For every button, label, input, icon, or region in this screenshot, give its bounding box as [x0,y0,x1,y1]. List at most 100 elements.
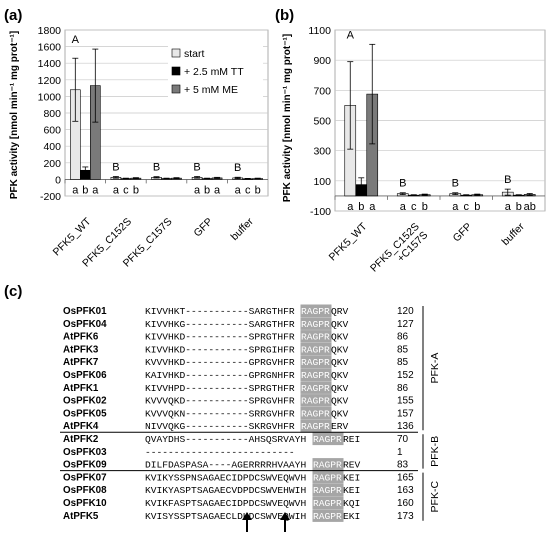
group-letter: B [112,161,119,173]
significance-letter: ab [524,201,536,213]
group-letter: B [399,178,406,190]
sequence-name: OsPFK10 [63,498,107,509]
sequence-tail: KEI [343,485,360,496]
motif-highlight [300,381,332,394]
motif-residues: RAGPR [301,383,330,394]
y-tick-label: 1000 [38,91,62,103]
significance-letter: a [505,201,512,213]
sequence-name: AtPFK7 [63,357,99,368]
sequence-residues: KIVVHKD-----------SPRGTHFR [145,332,295,343]
sequence-residues: KIVVHKT-----------SARGTHFR [145,306,295,317]
category-label: buffer [500,220,528,248]
y-tick-label: 200 [43,158,61,170]
group-label: PFK-C [429,481,441,513]
legend-swatch [171,48,181,58]
chart-b-ylabel: PFK activity [nmol min⁻¹ mg prot⁻¹] [282,34,293,202]
sequence-name: OsPFK05 [63,408,107,419]
category-label: GFP [191,216,215,240]
y-tick-label: 500 [313,116,331,128]
sequence-name: OsPFK02 [63,396,107,407]
y-tick-label: 100 [313,176,331,188]
sequence-name: AtPFK6 [63,332,99,343]
sequence-name: OsPFK01 [63,306,107,317]
sequence-name: OsPFK04 [63,319,107,330]
category-label-line: GFP [451,221,475,245]
group-letter: B [193,161,200,173]
motif-residues: RAGPR [301,357,330,368]
significance-letter: a [194,184,201,196]
sequence-length: 165 [397,472,414,483]
y-tick-label: 900 [313,55,331,67]
sequence-residues: NIVVQKG-----------SKRGVHFR [145,421,295,432]
panel-label-b: (b) [275,7,294,24]
sequence-residues: KVIKYASPTSAGAECVDPDCSWVEHWIH [145,485,306,496]
category-label-line: PFK5_WT [327,220,370,263]
sequence-residues: KVISYSSPTSAGAECLDHDCSWVEQWIH [145,511,306,522]
sequence-residues: KIVVHKG-----------SARGTHFR [145,319,295,330]
sequence-length: 152 [397,370,414,381]
y-tick-label: 800 [43,108,61,120]
y-tick-label: 300 [313,146,331,158]
sequence-name: AtPFK2 [63,434,99,445]
sequence-tail: QKV [331,370,349,381]
sequence-residues: KVIKFASPTSAGAECIDPDCSWVEQWVH [145,498,306,509]
motif-residues: RAGPR [301,319,330,330]
sequence-length: 160 [397,498,414,509]
category-label: PFK5_WT [327,220,370,263]
sequence-name: OsPFK03 [63,447,107,458]
sequence-length: 1 [397,447,403,458]
motif-residues: RAGPR [313,460,342,471]
legend-box [168,45,263,101]
sequence-residues: KIVVHKD-----------SPRGIHFR [145,344,295,355]
sequence-name: AtPFK4 [63,421,99,432]
sequence-tail: QKV [331,357,349,368]
motif-residues: RAGPR [313,472,342,483]
category-label: buffer [228,215,256,243]
motif-highlight [300,419,332,433]
significance-letter: a [369,201,376,213]
group-letter: B [452,178,459,190]
significance-letter: b [255,184,261,196]
motif-residues: RAGPR [313,498,342,509]
motif-highlight [300,355,332,369]
sequence-name: OsPFK09 [63,460,107,471]
sequence-residues: KVVVQKD-----------SPRGVHFR [145,396,295,407]
y-tick-label: 1800 [38,25,62,37]
motif-highlight [300,342,332,356]
significance-letter: a [400,201,407,213]
y-tick-label: 1600 [38,42,62,54]
sequence-residues: KVVVQKN-----------SRRGVHFR [145,408,295,419]
sequence-tail: REI [343,434,360,445]
motif-highlight [300,304,332,318]
category-label-line: GFP [191,216,215,240]
significance-letter: b [516,201,522,213]
sequence-length: 85 [397,344,409,355]
significance-letter: b [422,201,428,213]
sequence-name: OsPFK06 [63,370,107,381]
significance-letter: a [214,184,221,196]
y-tick-label: 1200 [38,75,62,87]
sequence-tail: KQI [343,498,360,509]
sequence-tail: KEI [343,472,360,483]
legend-label: + 2.5 mM TT [184,66,244,78]
motif-residues: RAGPR [301,421,330,432]
sequence-length: 163 [397,485,414,496]
sequence-tail: QKV [331,319,349,330]
significance-letter: c [411,201,417,213]
motif-residues: RAGPR [301,408,330,419]
y-tick-label: 1100 [308,25,331,37]
motif-highlight [312,496,344,510]
motif-highlight [300,406,332,420]
group-letter: A [347,29,355,41]
sequence-tail: QKV [331,344,349,355]
sequence-residues: DILFDASPASA----AGERRRRHVAAYH [145,460,306,471]
sequence-residues: KVIKYSSPNSAGAECIDPDCSWVEQWVH [145,472,306,483]
group-letter: B [504,174,511,186]
motif-highlight [312,509,344,522]
significance-letter: c [123,184,129,196]
significance-letter: a [113,184,120,196]
group-label: PFK-A [429,353,441,384]
motif-residues: RAGPR [301,370,330,381]
y-tick-label: 1400 [38,58,62,70]
